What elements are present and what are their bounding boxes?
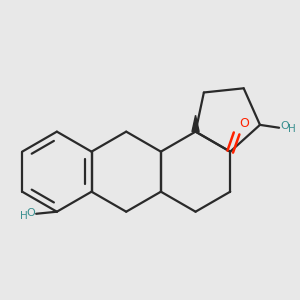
Text: O: O bbox=[240, 117, 250, 130]
Text: O: O bbox=[280, 121, 289, 131]
Text: H: H bbox=[20, 211, 28, 221]
Text: O: O bbox=[26, 208, 35, 218]
Text: H: H bbox=[288, 124, 296, 134]
Polygon shape bbox=[192, 115, 199, 132]
